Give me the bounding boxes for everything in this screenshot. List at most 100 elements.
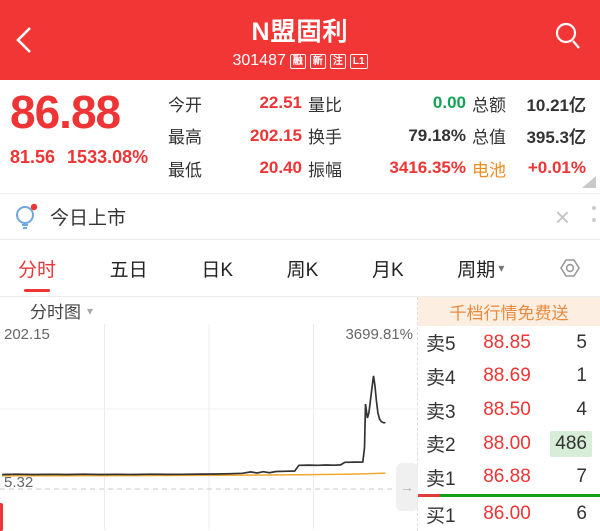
stat-high: 最高 202.15 xyxy=(168,123,302,149)
stat-label: 量比 xyxy=(308,95,342,115)
tab-weekly-k[interactable]: 周K xyxy=(286,259,319,281)
stat-label: 总额 xyxy=(472,95,506,115)
stats-column-2: 量比 0.00 换手 79.18% 振幅 3416.35% xyxy=(308,86,466,187)
y-axis-max-pct-label: 3699.81% xyxy=(345,326,413,343)
stat-value: 202.15 xyxy=(250,125,302,145)
ask-price: 88.50 xyxy=(483,399,531,421)
arrow-right-icon: → xyxy=(400,479,414,495)
stat-value: 395.3亿 xyxy=(526,128,586,147)
back-button[interactable] xyxy=(12,20,38,65)
prev-close-label: 5.32 xyxy=(4,474,34,491)
order-book-panel: 千档行情免费送 卖5 88.85 5 卖4 88.69 1 卖3 88.50 4… xyxy=(418,297,600,531)
stat-value: 3416.35% xyxy=(389,158,466,177)
ask-row-1[interactable]: 卖1 86.88 7 xyxy=(418,461,600,495)
stat-label: 今开 xyxy=(168,95,202,115)
badge-new: 新 xyxy=(309,53,326,69)
ask-volume: 486 xyxy=(550,430,592,457)
badge-margin: 融 xyxy=(289,53,306,69)
stat-label: 总值 xyxy=(472,128,506,147)
settings-hexagon-icon xyxy=(560,259,580,277)
tab-5day[interactable]: 五日 xyxy=(109,259,148,281)
main-content: 分时图 ▾ 202.15 3699.81% 5.32 → xyxy=(0,297,600,531)
notice-text: 今日上市 xyxy=(50,208,127,229)
bid-price: 86.00 xyxy=(483,503,531,525)
stat-value: 0.00 xyxy=(432,93,466,112)
tab-minute[interactable]: 分时 xyxy=(18,240,56,296)
tab-daily-k[interactable]: 日K xyxy=(201,259,233,281)
ask-label: 卖3 xyxy=(426,401,456,423)
ask-volume: 4 xyxy=(576,399,587,421)
price-change-row: 81.56 1533.08% xyxy=(10,147,168,168)
corner-fold-icon xyxy=(582,176,596,188)
level2-promo-banner[interactable]: 千档行情免费送 xyxy=(418,297,600,326)
ask-row-3[interactable]: 卖3 88.50 4 xyxy=(418,393,600,427)
stat-open: 今开 22.51 xyxy=(168,90,302,116)
stats-column-1: 今开 22.51 最高 202.15 最低 20.40 xyxy=(168,86,302,187)
chart-settings-button[interactable] xyxy=(558,240,582,296)
bid-volume: 6 xyxy=(576,503,587,525)
stat-label: 电池 xyxy=(472,160,506,180)
stat-label: 振幅 xyxy=(308,160,342,180)
header-center: N盟固利 301487 融 新 注 L1 xyxy=(0,0,600,70)
ask-label: 卖2 xyxy=(426,435,456,457)
stat-value: 79.18% xyxy=(408,125,466,145)
tab-period-dropdown[interactable]: 周期 ▾ xyxy=(457,240,504,296)
price-change-pct: 1533.08% xyxy=(67,146,149,167)
badge-registered: 注 xyxy=(329,53,346,69)
ask-volume: 1 xyxy=(576,365,587,387)
current-price: 86.88 xyxy=(10,86,121,138)
intraday-chart-pane: 分时图 ▾ 202.15 3699.81% 5.32 → xyxy=(0,297,418,531)
ratio-bar-red xyxy=(418,494,440,498)
stat-value: 10.21亿 xyxy=(526,95,586,115)
price-change: 81.56 xyxy=(10,146,56,167)
stat-turnover: 换手 79.18% xyxy=(308,123,466,149)
stat-value: 22.51 xyxy=(259,93,302,112)
stat-label: 最低 xyxy=(168,160,202,180)
tab-monthly-k[interactable]: 月K xyxy=(371,259,404,281)
ask-price: 86.88 xyxy=(483,466,531,488)
app-header: N盟固利 301487 融 新 注 L1 xyxy=(0,0,600,80)
intraday-chart[interactable]: 202.15 3699.81% 5.32 → xyxy=(0,324,418,530)
stat-amount: 总额 10.21亿 xyxy=(472,90,586,116)
ask-price: 88.85 xyxy=(483,331,531,353)
left-edge-accent xyxy=(0,503,3,531)
stat-label: 换手 xyxy=(308,128,342,147)
stats-column-3: 总额 10.21亿 总值 395.3亿 电池 +0.01% xyxy=(472,86,592,187)
chart-canvas xyxy=(0,324,418,530)
scrollbar-dot xyxy=(592,206,596,210)
price-line xyxy=(2,375,386,476)
notice-bar[interactable]: 今日上市 × xyxy=(0,193,600,240)
y-axis-max-label: 202.15 xyxy=(4,326,50,343)
ask-row-5[interactable]: 卖5 88.85 5 xyxy=(418,326,600,360)
ask-label: 卖1 xyxy=(426,468,456,490)
chevron-down-icon: ▾ xyxy=(498,261,505,275)
ratio-bar-green xyxy=(439,494,600,498)
bid-label: 买1 xyxy=(426,505,456,527)
bid-row-1[interactable]: 买1 86.00 6 xyxy=(418,497,600,531)
ask-row-4[interactable]: 卖4 88.69 1 xyxy=(418,359,600,393)
stock-name: N盟固利 xyxy=(251,18,349,46)
ask-price: 88.00 xyxy=(483,432,531,454)
notification-dot xyxy=(30,203,38,210)
chart-type-dropdown[interactable]: 分时图 ▾ xyxy=(0,297,417,324)
stat-low: 最低 20.40 xyxy=(168,155,302,181)
close-icon[interactable]: × xyxy=(554,201,570,232)
ask-label: 卖4 xyxy=(426,367,456,389)
buy-sell-ratio-bar xyxy=(418,494,600,498)
stat-sector-battery[interactable]: 电池 +0.01% xyxy=(472,155,586,181)
bulb-icon xyxy=(16,203,38,229)
stat-volume-ratio: 量比 0.00 xyxy=(308,90,466,116)
search-button[interactable] xyxy=(552,18,584,57)
stock-code: 301487 xyxy=(232,52,286,69)
ask-volume: 5 xyxy=(576,331,587,353)
stock-code-row: 301487 融 新 注 L1 xyxy=(0,52,600,70)
stat-label: 最高 xyxy=(168,128,202,147)
chart-tab-bar: 分时 五日 日K 周K 月K 周期 ▾ xyxy=(0,240,600,297)
badge-level1: L1 xyxy=(349,53,368,69)
stat-amplitude: 振幅 3416.35% xyxy=(308,155,466,181)
ask-row-2[interactable]: 卖2 88.00 486 xyxy=(418,427,600,461)
orderbook-collapse-button[interactable]: → xyxy=(396,463,418,511)
ask-price: 88.69 xyxy=(483,365,531,387)
chart-type-label: 分时图 xyxy=(30,303,81,322)
